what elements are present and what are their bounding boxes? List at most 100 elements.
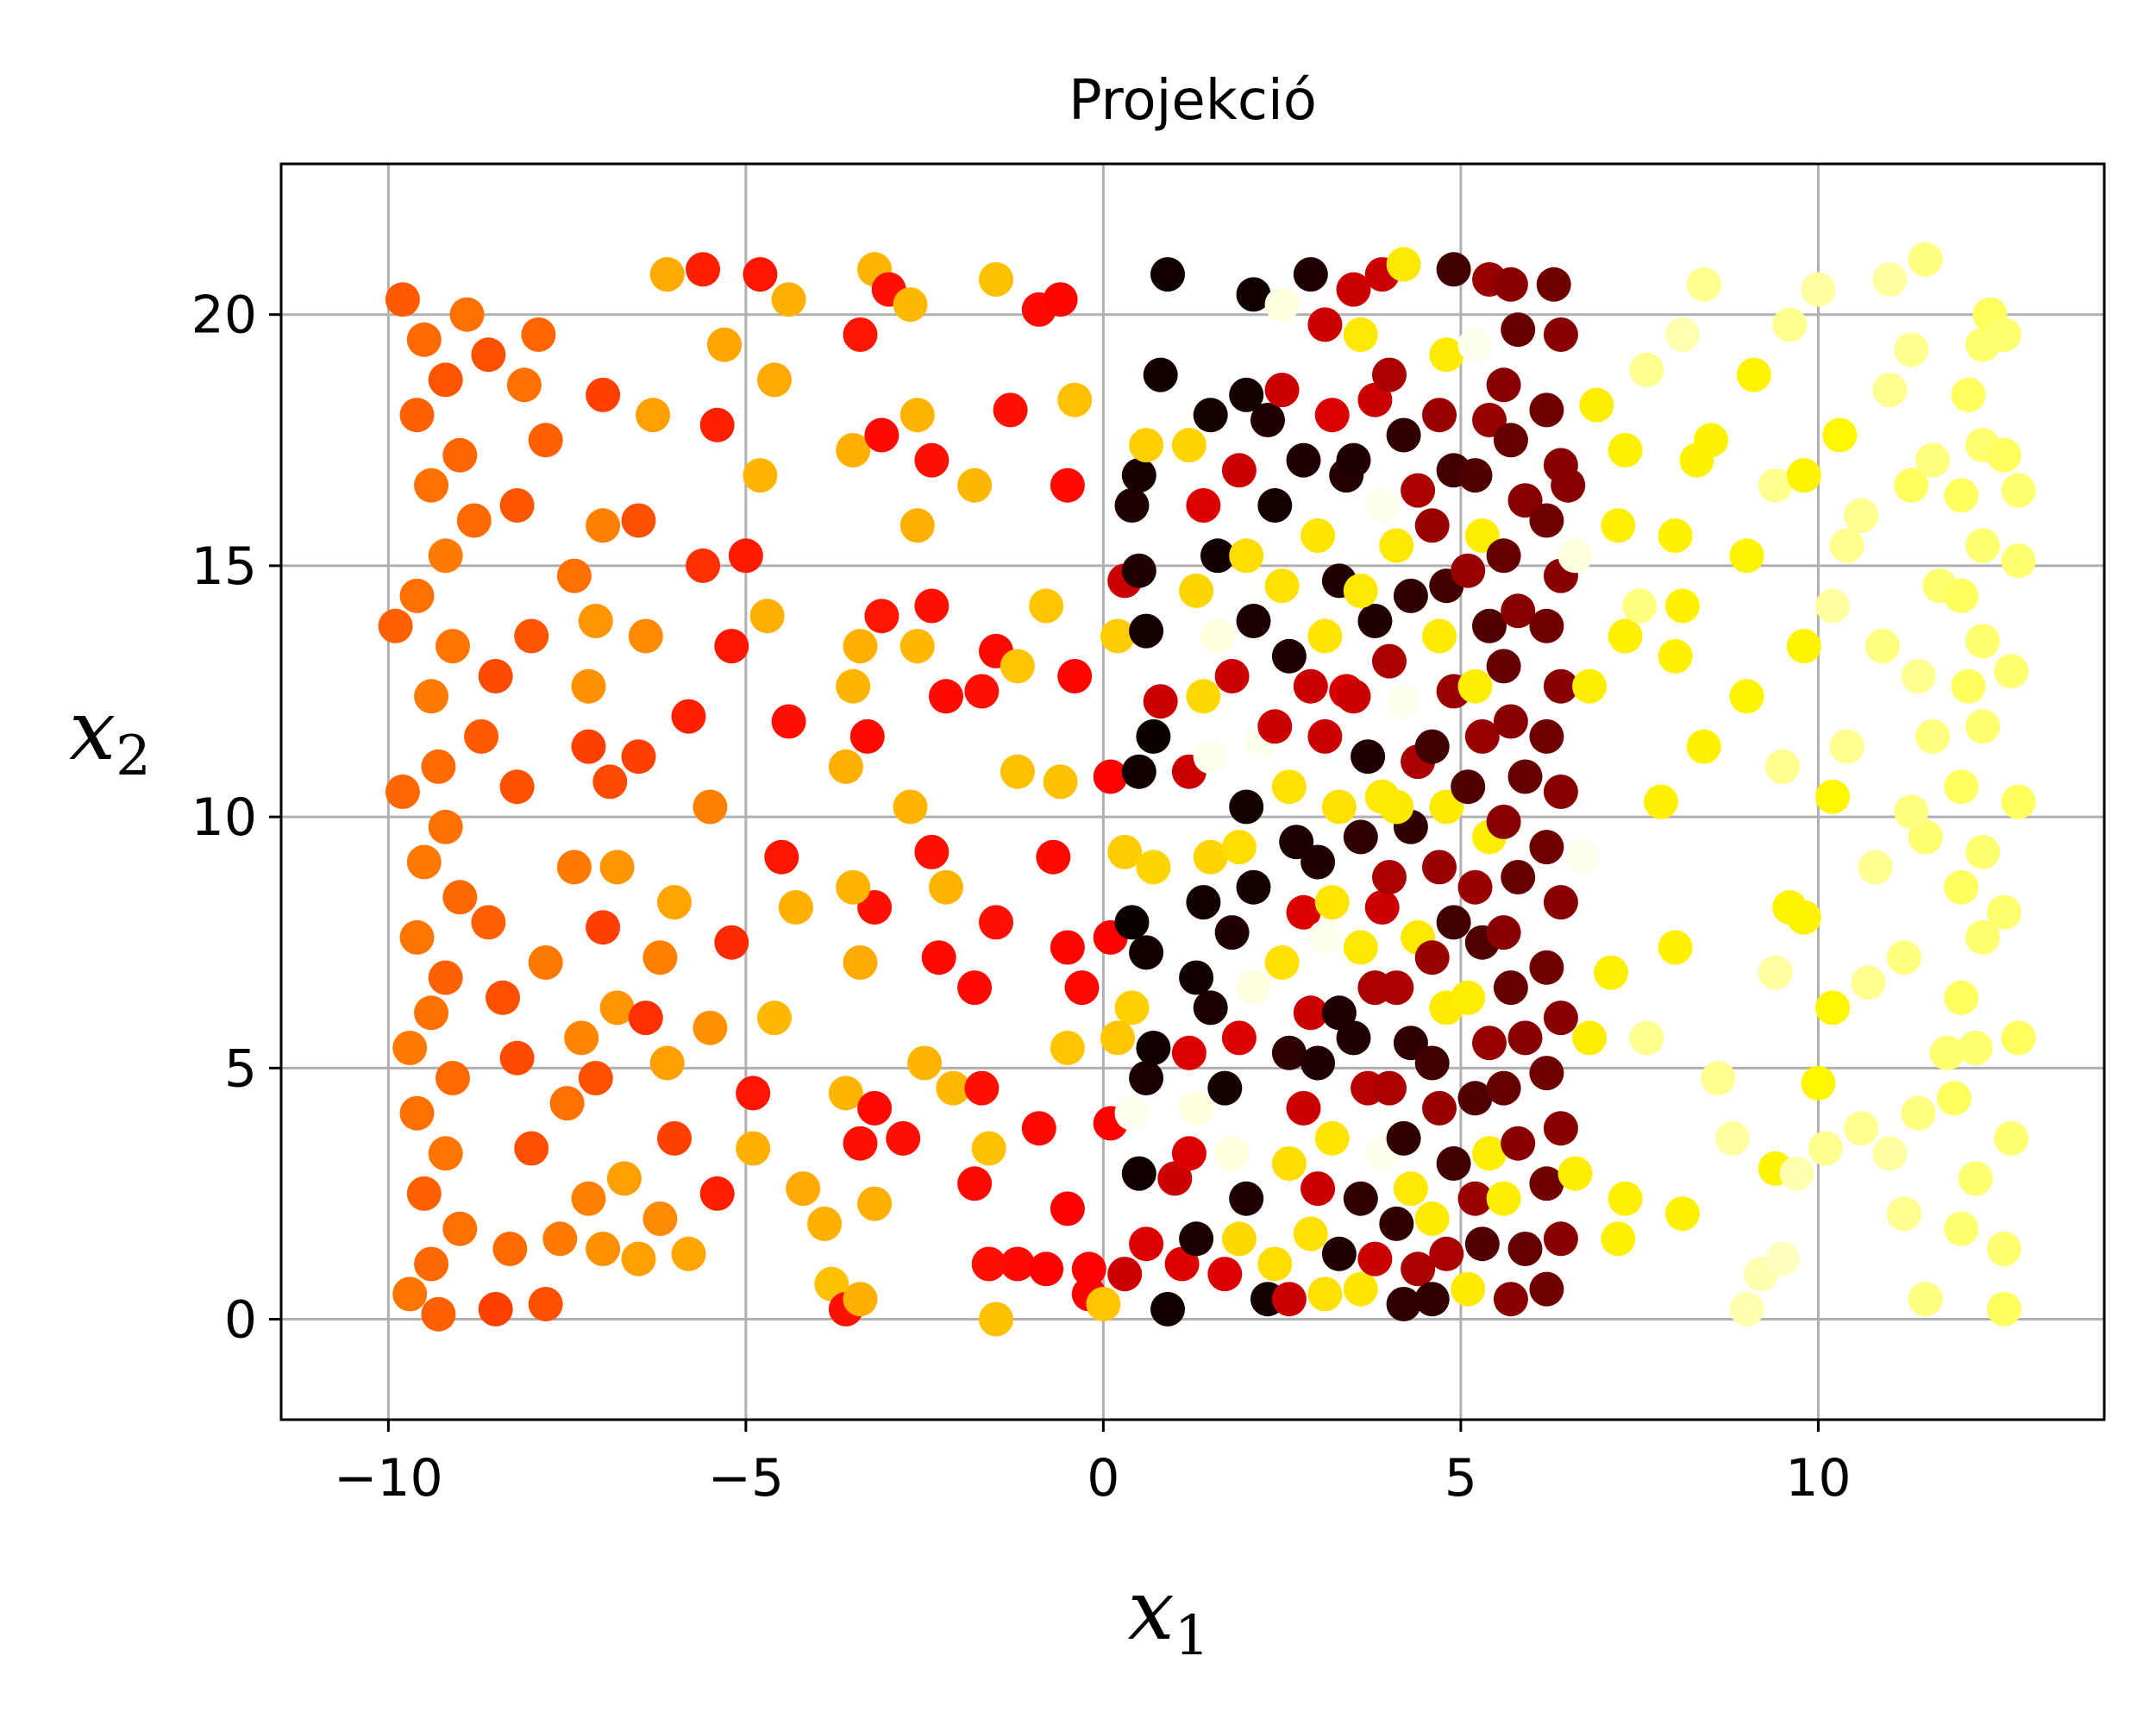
scatter-point: [1986, 437, 2021, 473]
y-axis-label-sub: 2: [116, 724, 151, 788]
scatter-point: [899, 629, 935, 664]
scatter-point: [1529, 1166, 1564, 1201]
scatter-point: [1493, 267, 1528, 302]
scatter-point: [621, 739, 656, 775]
scatter-point: [1286, 1090, 1321, 1126]
scatter-point: [1865, 629, 1900, 664]
scatter-point: [757, 362, 792, 398]
scatter-point: [1321, 789, 1357, 825]
scatter-point: [528, 945, 563, 980]
scatter-point: [1000, 1246, 1035, 1282]
scatter-point: [771, 282, 806, 317]
scatter-point: [1915, 718, 1950, 754]
scatter-point: [1457, 869, 1493, 905]
scatter-point: [1136, 1031, 1171, 1065]
scatter-point: [957, 1166, 993, 1201]
scatter-point: [1121, 754, 1156, 789]
scatter-point: [478, 1291, 513, 1327]
scatter-point: [649, 257, 685, 292]
scatter-point: [914, 442, 950, 478]
x-axis-ticks: −10 −5 0 5 10: [334, 1420, 1852, 1509]
scatter-point: [1429, 1236, 1464, 1271]
scatter-point: [1193, 990, 1228, 1026]
scatter-point: [421, 1296, 456, 1332]
scatter-point: [1958, 1161, 1993, 1196]
scatter-point: [1386, 247, 1421, 282]
scatter-point: [1464, 718, 1500, 754]
scatter-point: [1714, 1120, 1750, 1156]
scatter-point: [1986, 1232, 2021, 1266]
scatter-point: [1393, 578, 1428, 613]
scatter-point: [979, 262, 1013, 297]
scatter-point: [436, 1061, 470, 1095]
scatter-point: [2001, 543, 2036, 579]
scatter-point: [1429, 337, 1464, 373]
scatter-point: [2001, 784, 2036, 819]
scatter-point: [442, 880, 478, 915]
scatter-point: [1357, 1241, 1393, 1276]
scatter-point: [1472, 1026, 1507, 1061]
scatter-point: [749, 599, 785, 634]
scatter-point: [521, 317, 556, 352]
scatter-point: [571, 729, 606, 764]
scatter-point: [1114, 990, 1150, 1026]
scatter-point: [1236, 604, 1271, 638]
scatter-point: [1801, 272, 1836, 307]
scatter-point: [1200, 618, 1235, 654]
scatter-point: [671, 1236, 706, 1271]
scatter-point: [1150, 1291, 1185, 1327]
scatter-point: [1764, 1241, 1800, 1276]
scatter-point: [1486, 1070, 1521, 1106]
scatter-point: [1543, 885, 1578, 920]
scatter-point: [1844, 1111, 1879, 1146]
scatter-point: [1043, 764, 1078, 800]
scatter-point: [1114, 1095, 1150, 1131]
scatter-point: [1594, 955, 1628, 990]
scatter-point: [428, 538, 463, 574]
scatter-point: [599, 990, 635, 1026]
scatter-point: [1300, 844, 1336, 880]
scatter-point: [1179, 960, 1214, 995]
scatter-point: [1786, 458, 1821, 493]
scatter-point: [1293, 995, 1328, 1031]
scatter-point: [1786, 900, 1821, 935]
scatter-point: [686, 252, 721, 287]
scatter-point: [886, 1120, 921, 1156]
scatter-point: [1986, 894, 2021, 930]
scatter-point: [1379, 528, 1414, 563]
scatter-point: [1664, 588, 1700, 624]
scatter-point: [1986, 317, 2021, 352]
scatter-point: [378, 608, 413, 643]
scatter-point: [1264, 945, 1300, 980]
y-tick-label: 5: [224, 1038, 257, 1099]
scatter-point: [1944, 478, 1979, 513]
scatter-point: [1422, 1090, 1457, 1126]
scatter-point: [1986, 1291, 2021, 1327]
scatter-point: [428, 809, 463, 844]
scatter-point: [764, 839, 799, 875]
scatter-point: [1472, 608, 1507, 643]
scatter-point: [1186, 679, 1221, 714]
scatter-point: [1457, 458, 1493, 493]
y-tick-label: 10: [191, 787, 257, 848]
scatter-point: [1501, 593, 1536, 629]
scatter-point: [1336, 442, 1371, 478]
scatter-point: [414, 679, 449, 714]
scatter-point: [1357, 604, 1393, 638]
x-axis-label: x1: [1128, 1562, 1210, 1668]
scatter-point: [1307, 1276, 1343, 1312]
scatter-point: [1314, 398, 1350, 433]
scatter-point: [1608, 618, 1643, 654]
scatter-point: [1307, 718, 1343, 754]
scatter-point: [828, 749, 863, 784]
scatter-point: [1501, 312, 1536, 348]
scatter-point: [1872, 1136, 1908, 1171]
scatter-point: [1057, 382, 1093, 417]
scatter-point: [857, 1090, 893, 1126]
scatter-point: [1121, 1156, 1156, 1191]
scatter-point: [1958, 1031, 1993, 1065]
scatter-point: [828, 1076, 863, 1111]
scatter-point: [1772, 307, 1808, 342]
scatter-point: [1364, 890, 1400, 925]
scatter-point: [1343, 1271, 1378, 1307]
